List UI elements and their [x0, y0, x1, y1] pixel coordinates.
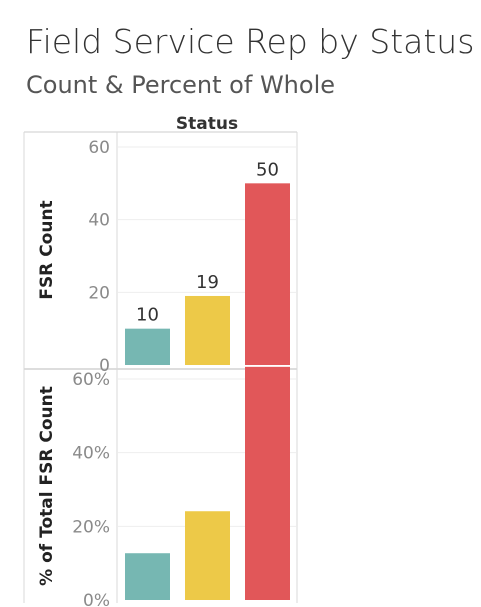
bar — [245, 183, 290, 365]
y-tick-label: 0% — [83, 591, 110, 607]
y-axis-label: FSR Count — [37, 200, 57, 299]
y-tick-label: 20% — [72, 517, 110, 537]
column-header: Status — [176, 114, 238, 134]
bar — [125, 553, 170, 600]
bar — [185, 511, 230, 600]
y-tick-label: 20 — [88, 283, 110, 303]
chart-subtitle: Count & Percent of Whole — [26, 71, 335, 99]
y-axis-label: % of Total FSR Count — [37, 386, 57, 586]
y-tick-label: 40% — [72, 444, 110, 464]
bar — [125, 328, 170, 365]
y-tick-label: 0 — [99, 356, 110, 376]
data-label: 50 — [256, 159, 279, 180]
chart-title: Field Service Rep by Status — [26, 22, 475, 61]
y-tick-label: 60 — [88, 138, 110, 158]
data-label: 10 — [136, 305, 159, 326]
bar — [245, 366, 290, 600]
data-label: 19 — [196, 272, 219, 293]
bar — [185, 295, 230, 365]
y-tick-label: 40 — [88, 211, 110, 231]
y-tick-label: 60% — [72, 370, 110, 390]
